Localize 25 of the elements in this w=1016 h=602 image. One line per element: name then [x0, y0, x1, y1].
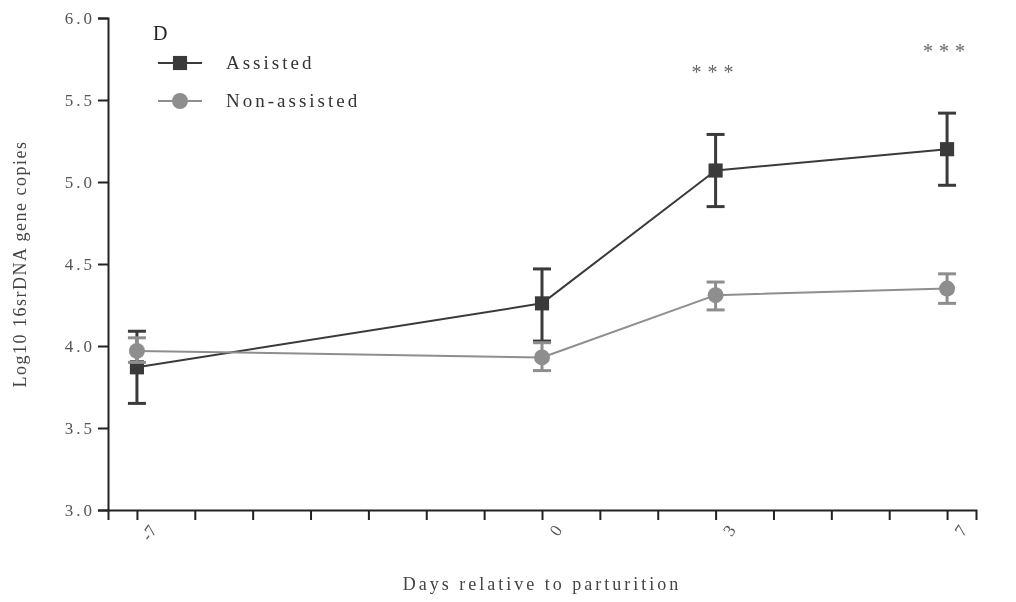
x-tick-label: 3 [719, 521, 740, 540]
annotation: *** [691, 61, 740, 84]
y-tick-label: 6.0 [64, 8, 95, 28]
point [534, 349, 550, 366]
x-axis-title: Days relative to parturition [402, 574, 682, 594]
y-tick-label: 3.5 [64, 418, 95, 438]
y-tick-label: 4.5 [64, 254, 95, 274]
y-tick-label: 5.5 [64, 90, 95, 110]
point [128, 342, 145, 359]
point [939, 280, 956, 297]
point [707, 287, 724, 304]
point [940, 142, 955, 157]
legend-label: Non-assisted [226, 90, 361, 111]
annotation: D [153, 22, 168, 44]
x-tick-label: 7 [950, 521, 972, 540]
x-tick-label: 0 [545, 521, 567, 540]
x-tick-label: -7 [137, 521, 162, 545]
y-tick-label: 4.0 [64, 336, 95, 356]
annotation: *** [923, 40, 972, 63]
y-tick-label: 5.0 [64, 172, 95, 192]
point [534, 296, 550, 311]
point [708, 163, 723, 178]
legend-label: Assisted [226, 52, 315, 73]
y-axis-title: Log10 16srDNA gene copies [10, 140, 30, 388]
y-tick-label: 3.0 [64, 500, 95, 520]
